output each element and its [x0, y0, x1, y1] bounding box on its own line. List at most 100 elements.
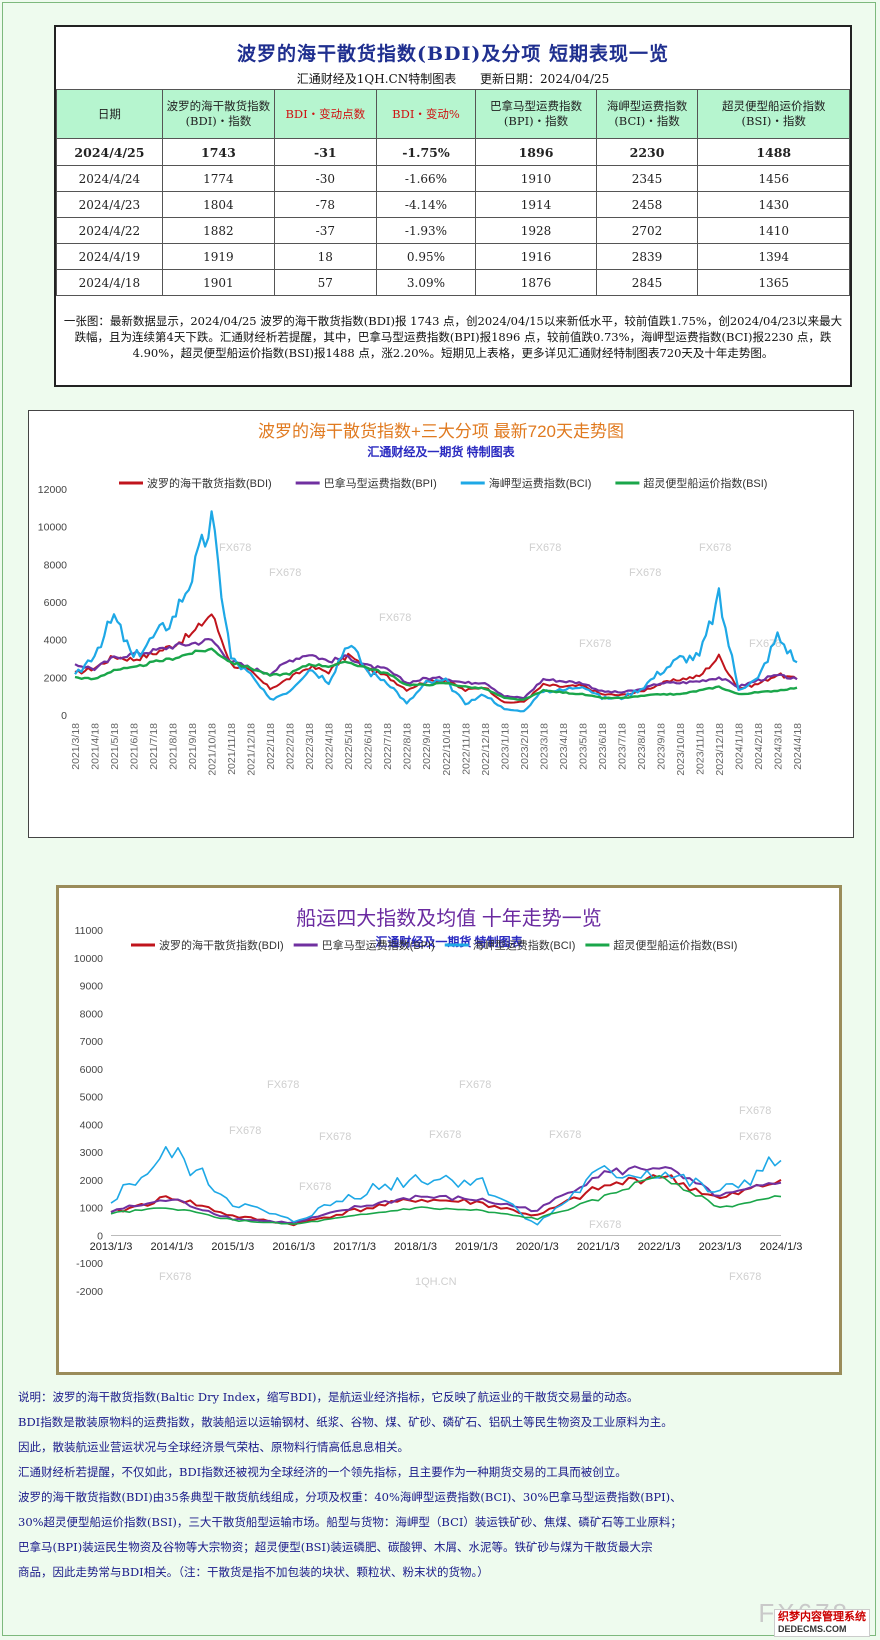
watermark-text: FX678 [219, 542, 251, 554]
explain-line: BDI指数是散装原物料的运费指数，散装船运以运输钢材、纸浆、谷物、煤、矿砂、磷矿… [18, 1415, 673, 1429]
cell-bdi: 1743 [161, 138, 275, 166]
legend-label-bsi: 超灵便型船运价指数(BSI) [613, 938, 737, 952]
explain-line: 商品，因此走势常与BDI相关。（注：干散货是指不加包装的块状、颗粒状、粉末状的货… [18, 1565, 489, 1579]
legend-label-bci: 海岬型运费指数(BCI) [489, 476, 592, 490]
x-tick-label: 2023/7/18 [616, 723, 628, 770]
cell-bdi: 1774 [161, 165, 275, 192]
x-tick-label: 2023/6/18 [597, 723, 609, 770]
x-tick-label: 2023/1/18 [499, 723, 511, 770]
x-tick-label: 2021/4/18 [90, 723, 102, 770]
table-row: 2024/4/25 1743 -31 -1.75% 1896 2230 1488 [56, 138, 850, 166]
x-tick-label: 2019/1/3 [455, 1241, 498, 1253]
cell-bdi: 1901 [161, 269, 275, 296]
cell-bsi: 1365 [697, 269, 850, 296]
cell-bci: 2839 [595, 243, 699, 270]
cell-bsi: 1456 [697, 165, 850, 192]
x-tick-label: 2022/1/18 [265, 723, 277, 770]
site-badge-name: 织梦内容管理系统 [778, 1611, 866, 1623]
y-tick-label: 8000 [80, 1008, 104, 1020]
watermark-text: FX678 [267, 1079, 299, 1091]
series-line-bci [110, 1146, 782, 1226]
y-tick-label: 6000 [80, 1064, 104, 1076]
y-tick-label: 11000 [75, 925, 104, 937]
cell-bdi-change-pct: -1.66% [375, 165, 477, 192]
x-tick-label: 2023/5/18 [577, 723, 589, 770]
cell-bpi: 1914 [475, 191, 597, 218]
x-tick-label: 2022/4/18 [324, 723, 336, 770]
explain-line: 因此，散装航运业营运状况与全球经济景气荣枯、原物料行情高低息息相关。 [18, 1440, 409, 1454]
table-title: 波罗的海干散货指数(BDI)及分项 短期表现一览 [236, 43, 670, 65]
explain-line: 波罗的海干散货指数(BDI)由35条典型干散货航线组成，分项及权重：40%海岬型… [18, 1490, 682, 1504]
header-bdi-change-points: BDI・变动点数 [273, 89, 377, 139]
x-tick-label: 2021/10/18 [207, 723, 219, 776]
x-tick-label: 2024/1/3 [760, 1241, 803, 1253]
chart-title: 波罗的海干散货指数+三大分项 最新720天走势图 [258, 422, 624, 441]
cell-date: 2024/4/24 [56, 165, 163, 192]
x-tick-label: 2022/10/18 [441, 723, 453, 776]
cell-date: 2024/4/25 [56, 138, 163, 166]
chart-ten-year-panel: 船运四大指数及均值 十年走势一览 汇通财经及一期货 特制图表 FX678 FX678 F… [56, 885, 842, 1375]
explain-line: 说明：波罗的海干散货指数(Baltic Dry Index，缩写BDI)，是航运… [18, 1390, 639, 1404]
cell-bdi-change: -31 [273, 138, 377, 166]
series-line-bsi [110, 1174, 782, 1225]
y-tick-label: 3000 [80, 1147, 104, 1159]
watermark-text: FX678 [549, 1129, 581, 1141]
legend-label-bsi: 超灵便型船运价指数(BSI) [643, 476, 767, 490]
cell-bdi-change: -37 [273, 217, 377, 244]
cell-bpi: 1876 [475, 269, 597, 296]
x-tick-label: 2021/9/18 [187, 723, 199, 770]
cell-bdi-change: -78 [273, 191, 377, 218]
cell-bsi: 1488 [697, 138, 850, 166]
x-tick-label: 2022/5/18 [343, 723, 355, 770]
header-bpi-index: 巴拿马型运费指数 (BPI)・指数 [475, 89, 597, 139]
y-tick-label: 10000 [38, 522, 67, 534]
cell-bdi: 1882 [161, 217, 275, 244]
legend-label-bpi: 巴拿马型运费指数(BPI) [322, 938, 435, 952]
table-note: 一张图：最新数据显示，2024/04/25 波罗的海干散货指数(BDI)报 17… [63, 314, 843, 360]
x-tick-label: 2024/1/18 [733, 723, 745, 770]
watermark-text: FX678 [269, 567, 301, 579]
cell-bdi-change: 18 [273, 243, 377, 270]
watermark-text: FX678 [159, 1271, 191, 1283]
x-tick-label: 2023/12/18 [714, 723, 726, 776]
cell-date: 2024/4/22 [56, 217, 163, 244]
header-bdi-change-percent: BDI・变动% [375, 89, 477, 139]
watermark-text: FX678 [459, 1079, 491, 1091]
cell-bdi-change-pct: 3.09% [375, 269, 477, 296]
table-row: 2024/4/18 1901 57 3.09% 1876 2845 1365 [56, 269, 850, 296]
y-tick-label: 9000 [80, 981, 104, 993]
series-line-bpi [74, 638, 798, 700]
x-tick-label: 2022/2/18 [285, 723, 297, 770]
y-tick-label: 1000 [80, 1203, 104, 1215]
site-badge-url: DEDECMS.COM [778, 1624, 847, 1634]
cell-date: 2024/4/19 [56, 243, 163, 270]
explanation-text: 说明：波罗的海干散货指数(Baltic Dry Index，缩写BDI)，是航运… [18, 1385, 868, 1585]
cell-date: 2024/4/23 [56, 191, 163, 218]
cell-bsi: 1430 [697, 191, 850, 218]
x-tick-label: 2021/6/18 [129, 723, 141, 770]
watermark-text: FX678 [299, 1181, 331, 1193]
x-tick-label: 2014/1/3 [150, 1241, 193, 1253]
table-row: 2024/4/23 1804 -78 -4.14% 1914 2458 1430 [56, 191, 850, 218]
x-tick-label: 2023/10/18 [675, 723, 687, 776]
table-header-row: 日期 波罗的海干散货指数 (BDI)・指数 BDI・变动点数 BDI・变动% 巴拿… [56, 89, 850, 139]
cell-bpi: 1916 [475, 243, 597, 270]
bdi-table: 日期 波罗的海干散货指数 (BDI)・指数 BDI・变动点数 BDI・变动% 巴拿… [56, 89, 850, 296]
x-tick-label: 2013/1/3 [90, 1241, 133, 1253]
x-tick-label: 2021/1/3 [577, 1241, 620, 1253]
x-tick-label: 2021/11/18 [226, 723, 238, 775]
x-tick-label: 2021/12/18 [246, 723, 258, 776]
explain-line: 30%超灵便型船运价指数(BSI)，三大干散货船型运输市场。船型与货物：海岬型（… [18, 1515, 682, 1529]
x-tick-label: 2016/1/3 [272, 1241, 315, 1253]
chart-subtitle: 汇通财经及一期货 特制图表 [367, 444, 515, 459]
watermark-text: FX678 [729, 1271, 761, 1283]
legend-label-bdi: 波罗的海干散货指数(BDI) [147, 476, 272, 490]
cell-bci: 2458 [595, 191, 699, 218]
y-tick-label: 2000 [44, 672, 68, 684]
x-tick-label: 2023/11/18 [694, 723, 706, 775]
x-tick-label: 2018/1/3 [394, 1241, 437, 1253]
header-date: 日期 [56, 89, 163, 139]
table-update-date: 更新日期：2024/04/25 [480, 72, 610, 86]
x-tick-label: 2024/4/18 [792, 723, 804, 770]
